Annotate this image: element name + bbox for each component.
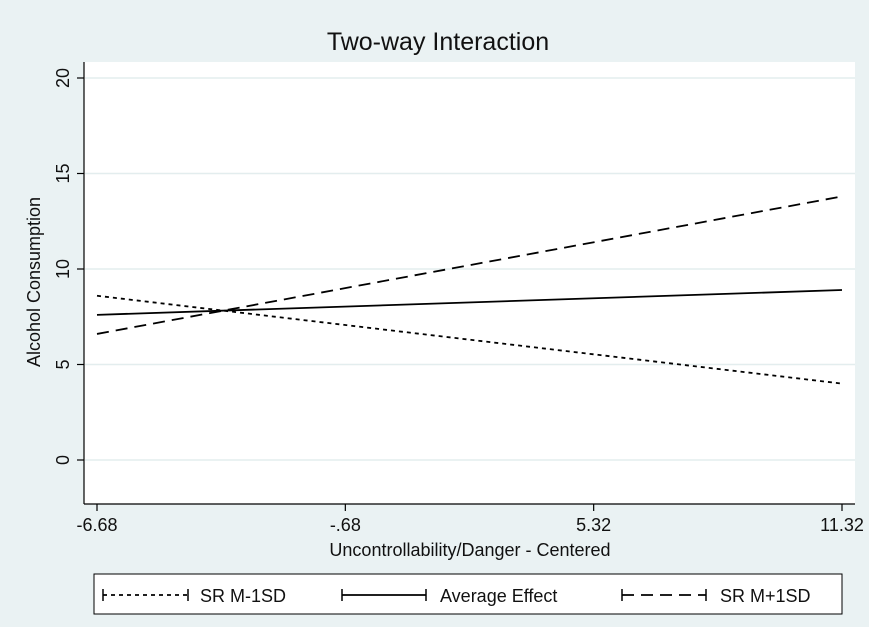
series-line-solid (96, 289, 843, 316)
legend-label-solid: Average Effect (440, 586, 557, 606)
x-tick-label-3: 11.32 (820, 515, 864, 535)
plot-area (84, 62, 855, 504)
y-tick-label-3: 15 (53, 163, 73, 183)
y-tick-label-0: 0 (53, 455, 73, 465)
x-tick-label-0: -6.68 (76, 515, 117, 535)
chart-title: Two-way Interaction (327, 28, 549, 56)
x-tick-label-1: -.68 (330, 515, 361, 535)
series-line-dashed (96, 195, 843, 335)
legend: SR M-1SD Average Effect SR M+1SD (93, 573, 843, 615)
series-line-dotted (96, 294, 843, 385)
y-tick-label-4: 20 (53, 68, 73, 88)
y-tick-label-2: 10 (53, 259, 73, 279)
gridlines (85, 77, 855, 461)
legend-label-dotted: SR M-1SD (200, 586, 286, 606)
x-tick-label-2: 5.32 (576, 515, 611, 535)
x-axis-label: Uncontrollability/Danger - Centered (329, 540, 610, 560)
legend-box (93, 573, 843, 615)
axes: 0 5 10 15 20 -6.68 -.68 5.32 11.32 (53, 62, 864, 535)
legend-label-dashed: SR M+1SD (720, 586, 811, 606)
y-axis-label: Alcohol Consumption (24, 197, 44, 367)
y-tick-label-1: 5 (53, 359, 73, 369)
series-lines (96, 195, 843, 385)
